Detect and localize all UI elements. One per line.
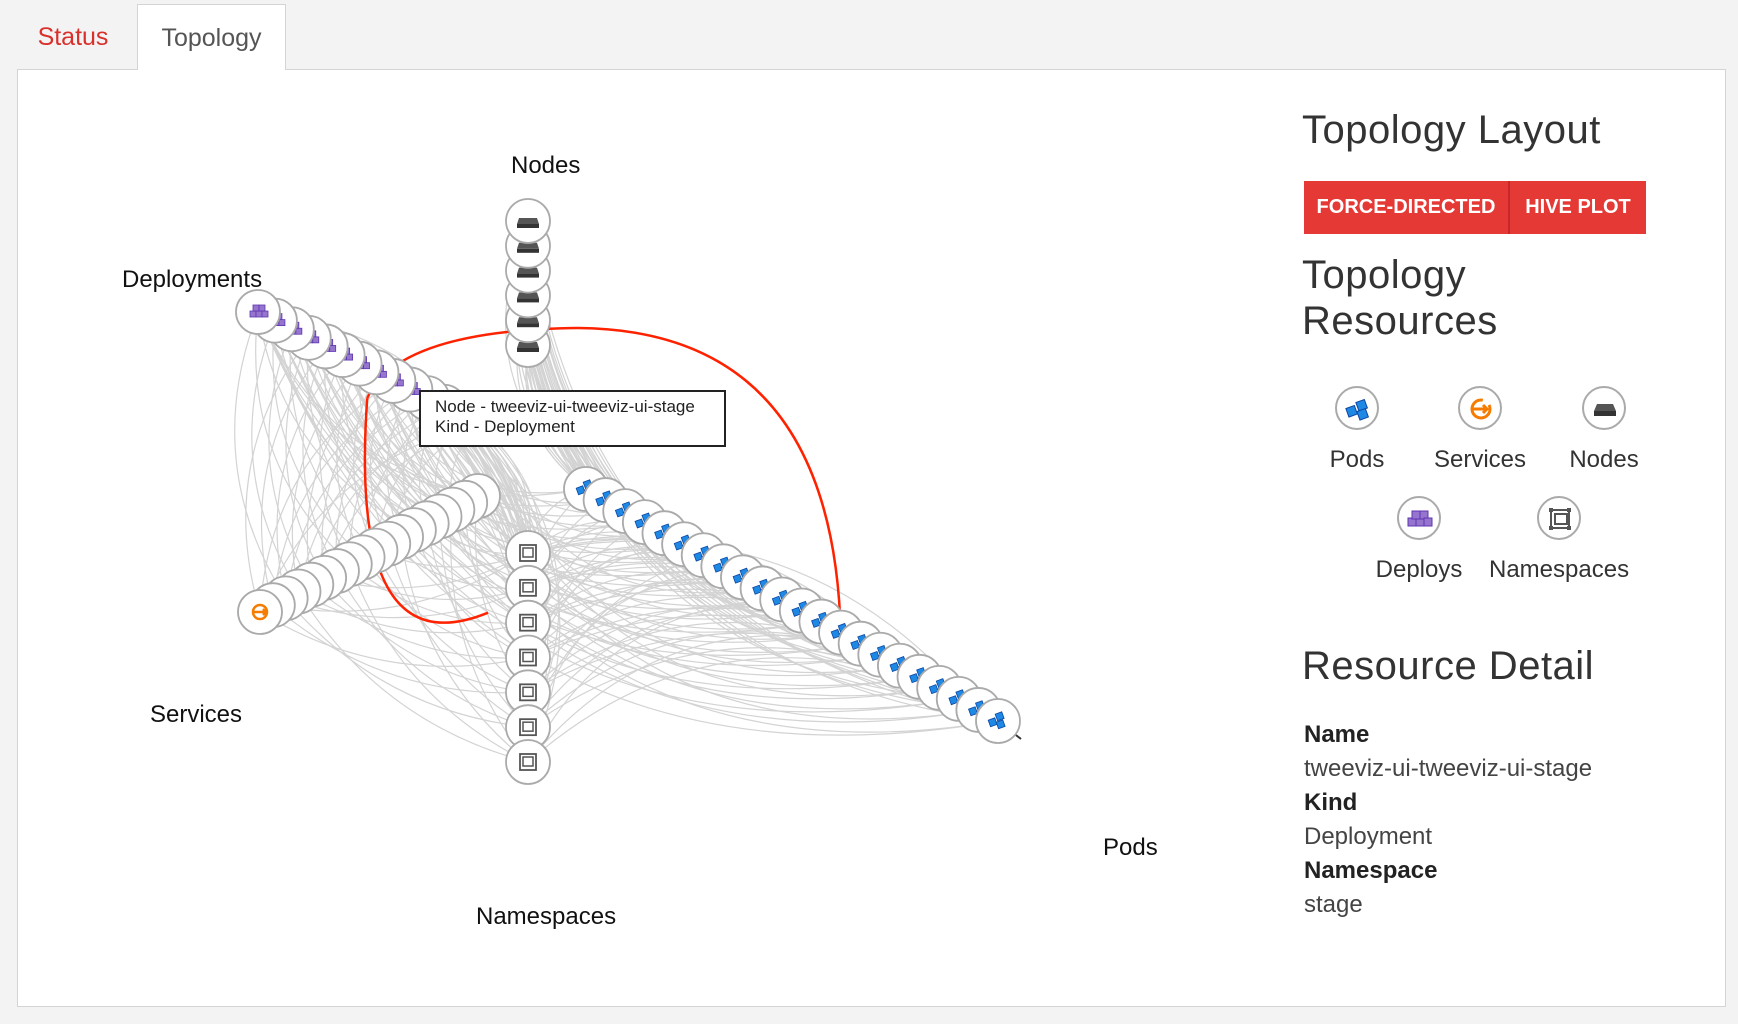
legend-label-deploys: Deploys (1375, 556, 1463, 583)
namespace-node[interactable] (505, 704, 551, 751)
axis-label-services: Services (150, 701, 243, 728)
legend-nodes: Nodes (1534, 386, 1674, 474)
legend-deploys: Deploys (1349, 496, 1489, 584)
legend-pods: Pods (1287, 386, 1427, 474)
node-tooltip: Node - tweeviz-ui-tweeviz-ui-stage Kind … (419, 390, 726, 447)
detail-name-label: Name (1304, 721, 1370, 748)
tooltip-line-kind: Kind - Deployment (435, 417, 575, 436)
hive-plot-button[interactable]: HIVE PLOT (1510, 181, 1646, 234)
namespace-icon (1537, 496, 1581, 540)
tab-topology[interactable]: Topology (137, 4, 286, 70)
pod-node[interactable] (975, 698, 1021, 744)
node-icon (1582, 386, 1626, 430)
axis-label-deployments: Deployments (122, 266, 263, 293)
detail-name-value: tweeviz-ui-tweeviz-ui-stage (1304, 755, 1593, 782)
hive-plot[interactable] (18, 70, 1298, 1006)
resource-detail-title: Resource Detail (1302, 644, 1595, 688)
topology-resources-title: Topology Resources (1302, 253, 1498, 343)
layout-button-group: FORCE-DIRECTED HIVE PLOT (1304, 181, 1646, 234)
service-icon (1458, 386, 1502, 430)
detail-namespace-label: Namespace (1304, 857, 1438, 884)
detail-kind-label: Kind (1304, 789, 1358, 816)
tab-bar: Status Topology (0, 0, 1738, 70)
service-node[interactable] (237, 589, 283, 635)
resource-detail: Name tweeviz-ui-tweeviz-ui-stage Kind De… (1304, 718, 1592, 922)
namespace-node[interactable] (505, 739, 551, 785)
axis-label-nodes: Nodes (511, 152, 581, 179)
legend-label-nodes: Nodes (1569, 446, 1639, 473)
legend-label-services: Services (1433, 446, 1527, 473)
deployment-icon (1397, 496, 1441, 540)
detail-namespace-value: stage (1304, 891, 1363, 918)
legend-services: Services (1410, 386, 1550, 474)
legend-namespaces: Namespaces (1489, 496, 1629, 584)
cluster-node[interactable] (505, 198, 551, 244)
axis-label-pods: Pods (1103, 834, 1158, 861)
force-directed-button[interactable]: FORCE-DIRECTED (1304, 181, 1510, 234)
legend-label-namespaces: Namespaces (1489, 556, 1630, 583)
topology-layout-title: Topology Layout (1302, 108, 1601, 152)
pod-icon (1335, 386, 1379, 430)
detail-kind-value: Deployment (1304, 823, 1433, 850)
deployment-node[interactable] (235, 289, 281, 335)
legend-label-pods: Pods (1329, 446, 1385, 473)
tooltip-line-node: Node - tweeviz-ui-tweeviz-ui-stage (435, 397, 695, 416)
tab-status[interactable]: Status (37, 23, 109, 51)
axis-label-namespaces: Namespaces (476, 903, 617, 930)
